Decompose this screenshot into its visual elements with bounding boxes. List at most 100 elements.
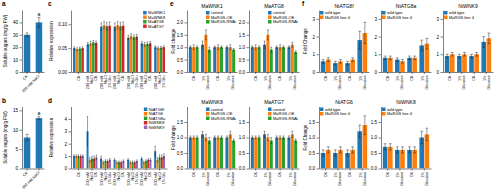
x-tick: 1%Glucose (421, 169, 429, 186)
error-bar (295, 139, 297, 142)
tick-label-line: Glucose (425, 172, 429, 186)
bar (192, 138, 195, 169)
bar (122, 26, 124, 72)
bar (291, 45, 294, 72)
tick-mark (119, 169, 120, 171)
figure: 010203040CK200 mM NaClaSoluble sugars (m… (0, 0, 500, 193)
error-bar (327, 147, 330, 153)
error-bar (106, 22, 107, 30)
tick-mark (292, 72, 293, 74)
tick-label: 1%Glucose (334, 75, 342, 90)
error-bar (96, 155, 97, 160)
error-bar (161, 155, 162, 160)
legend: wild typeMaRGS line 4 (382, 10, 413, 20)
bar (251, 138, 254, 169)
axis-line (250, 72, 300, 73)
x-tick: CK (77, 169, 81, 178)
tick-mark (412, 72, 413, 74)
error-bar (487, 33, 490, 44)
x-tick: CK (448, 72, 452, 81)
bar (204, 138, 207, 169)
legend: NtATG8fNtATG6NtATG8aNtWNK8NtWNK9 (144, 107, 166, 130)
tick-label-line: Glucose (206, 172, 210, 186)
x-axis: CK200 mM NaCl (21, 72, 44, 94)
tick-mark (325, 72, 326, 74)
tick-mark (218, 72, 219, 74)
tick-label: 1.5 (177, 33, 184, 38)
error-bar (463, 53, 466, 57)
x-tick: 1%Glucose (396, 72, 404, 89)
legend-label: MaRGS line 4 (325, 111, 351, 116)
tick-label: 200 mMNaClCK (113, 172, 125, 186)
panel: 0123CK1%GlucoseCK1%GlucoseNtATG8awild ty… (374, 3, 431, 90)
y-tick: 1.5 (177, 120, 187, 125)
error-bar (413, 147, 416, 153)
y-tick: 1.0 (371, 135, 381, 140)
error-bar (160, 46, 161, 49)
x-tick: 200 mMNaClCK (140, 72, 152, 89)
error-bar (221, 136, 223, 139)
panel-title: MaATG7 (264, 99, 284, 105)
tick-mark (280, 72, 281, 74)
tick-label: 0 (64, 166, 67, 171)
error-bar (363, 116, 366, 135)
error-bar (339, 60, 342, 64)
error-bar (276, 46, 278, 48)
error-bar (141, 41, 142, 45)
error-bar (226, 136, 228, 139)
tick-label-line: CK (94, 172, 98, 178)
legend-swatch (382, 11, 386, 15)
error-bar (120, 22, 121, 30)
error-bar (76, 48, 77, 51)
tick-label: 1%Glucose (396, 171, 404, 186)
x-tick: CK (386, 72, 390, 81)
tick-mark (399, 169, 400, 171)
error-bar (163, 46, 164, 49)
tick-mark (146, 169, 147, 171)
error-bar (141, 157, 142, 159)
tick-mark (105, 72, 106, 74)
tick-mark (69, 156, 72, 157)
panel-title: NtATG8a (396, 3, 417, 9)
legend: controlMaRGS-OEMaRGS-RNAi (206, 107, 236, 121)
bar (127, 38, 129, 72)
y-label: Fold Change (303, 28, 308, 54)
tick-mark (350, 169, 351, 171)
error-bar (264, 41, 266, 48)
bar (208, 50, 211, 72)
y-tick: 3 (436, 17, 443, 22)
bar (291, 134, 294, 168)
tick-label: 4 (64, 117, 67, 122)
x-tick: 200 mMNaCl1% Glu (100, 169, 112, 186)
x-axis: CK1%GlucoseCK1%Glucose (250, 72, 300, 89)
y-tick: 0.0 (177, 166, 187, 171)
tick-mark (317, 19, 320, 20)
bar (220, 138, 223, 169)
error-bar (37, 17, 40, 27)
tick-mark (78, 169, 79, 171)
tick-label-line: Glucose (231, 172, 235, 186)
bar (116, 25, 118, 72)
error-bar (214, 46, 216, 48)
tick-mark (247, 60, 250, 61)
error-bar (80, 155, 81, 157)
tick-label: CK (324, 172, 328, 178)
legend-swatch (320, 112, 324, 116)
error-bar (233, 48, 235, 50)
tick-mark (337, 169, 338, 171)
x-tick: 200 mM NaCl (21, 72, 40, 94)
tick-mark (185, 47, 188, 48)
y-tick: 2.0 (239, 20, 249, 25)
error-bar (389, 56, 392, 60)
tick-label: CK (254, 172, 258, 178)
bar (294, 52, 297, 72)
tick-mark (38, 169, 39, 171)
error-bar (258, 46, 260, 48)
bar (232, 141, 235, 169)
y-tick: 1.5 (239, 33, 249, 38)
error-bar (283, 46, 285, 48)
tick-label-line: Glucose (363, 76, 367, 90)
y-tick: 0 (374, 70, 381, 75)
tick-label: 200 mMNaClCK (140, 172, 152, 186)
panel-letter: d (48, 97, 52, 104)
